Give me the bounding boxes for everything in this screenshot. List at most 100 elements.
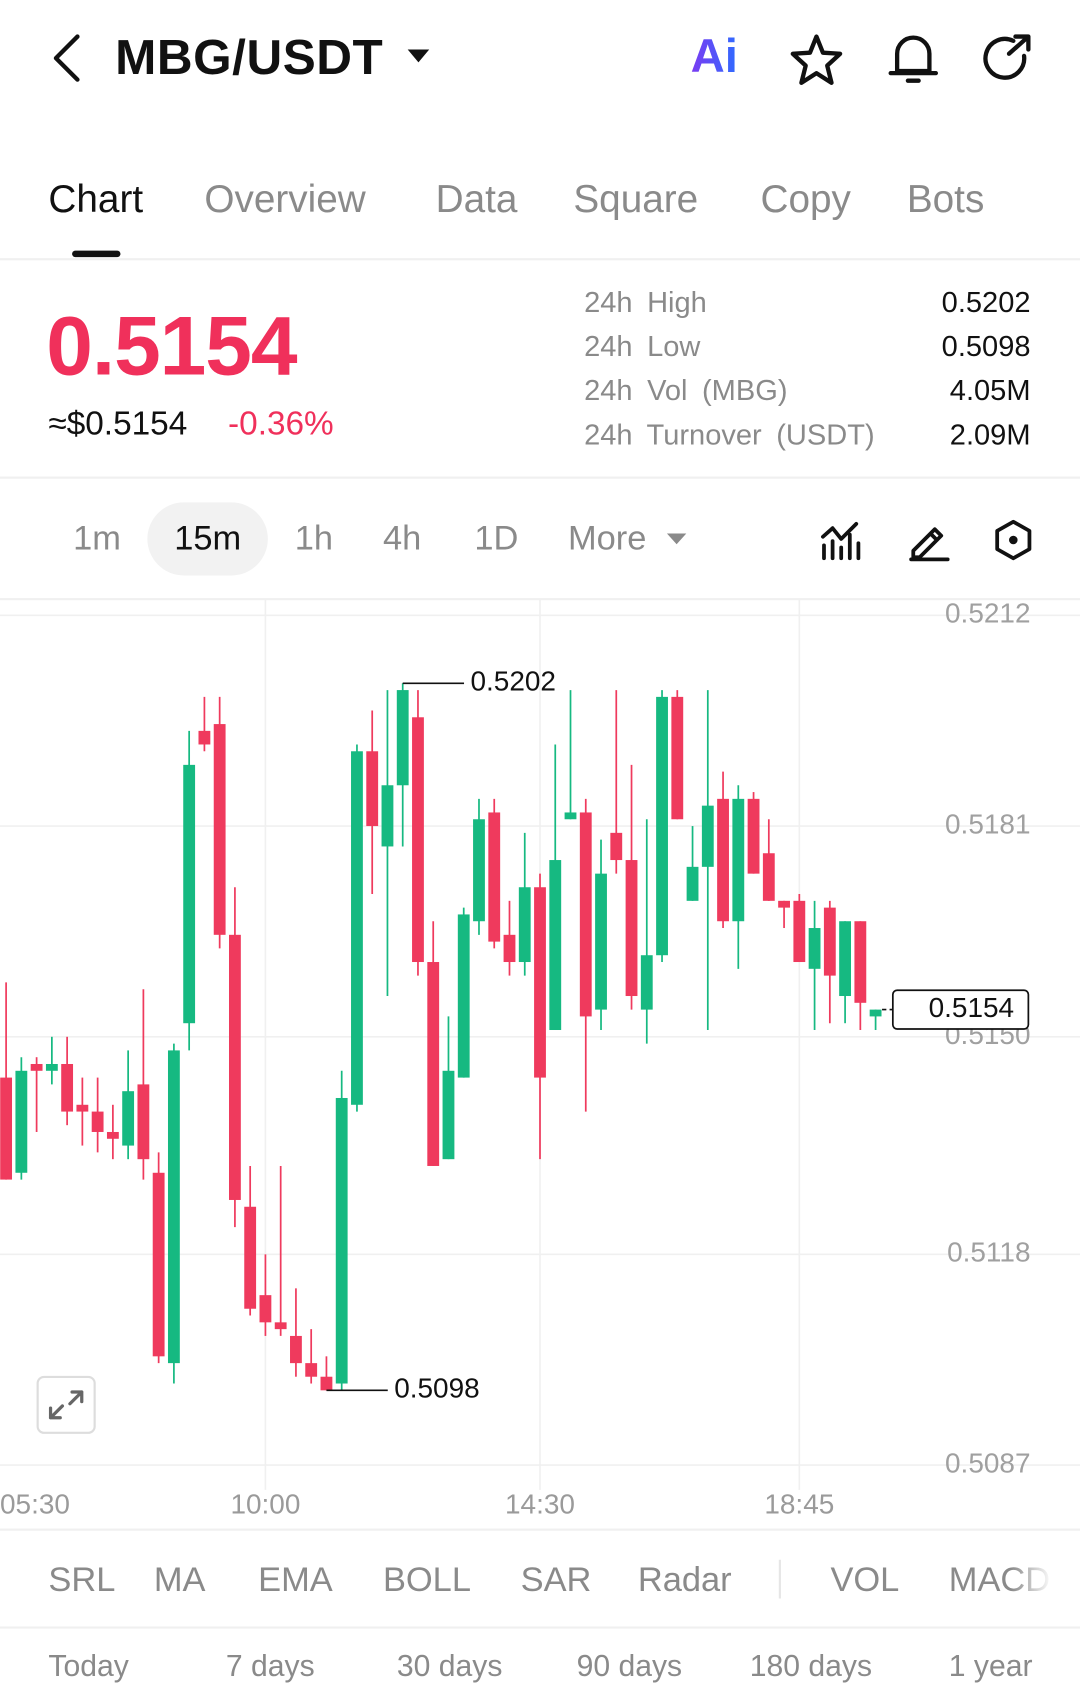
candle-body <box>579 812 592 1017</box>
candle-body <box>564 812 577 820</box>
candle-body <box>290 1335 302 1364</box>
expand-icon <box>48 1390 84 1420</box>
draw-button[interactable] <box>907 518 950 562</box>
timeframe[interactable]: 4h <box>382 518 422 558</box>
candle-body <box>396 690 409 786</box>
candle-body <box>137 1084 150 1160</box>
period-tab[interactable]: Today <box>48 1649 129 1683</box>
indicator-tab[interactable]: EMA <box>258 1559 333 1599</box>
tab[interactable]: Chart <box>48 176 144 221</box>
timeframe[interactable]: 1D <box>474 518 519 558</box>
candle-body <box>122 1091 135 1146</box>
y-tick-label: 0.5087 <box>945 1447 1031 1478</box>
last-price: 0.5154 <box>46 297 297 393</box>
period-tab[interactable]: 7 days <box>225 1649 315 1683</box>
divider <box>0 1528 1080 1531</box>
candle-body <box>213 724 226 935</box>
x-tick-label: 10:00 <box>230 1488 300 1519</box>
favorite-button[interactable] <box>788 32 844 86</box>
candle-body <box>625 860 638 997</box>
indicator-button[interactable] <box>820 520 861 561</box>
tab[interactable]: Bots <box>906 176 985 221</box>
candle-body <box>747 798 760 874</box>
y-tick-label: 0.5118 <box>947 1237 1030 1268</box>
indicator-tab[interactable]: Radar <box>637 1559 732 1599</box>
candle-body <box>610 832 623 861</box>
period-tab[interactable]: 30 days <box>396 1649 503 1683</box>
candle-body <box>274 1322 287 1330</box>
last-price-label: 0.5154 <box>929 992 1015 1023</box>
candle-body <box>717 798 729 922</box>
stat-value: 4.05M <box>949 374 1031 407</box>
candle-body <box>595 873 607 1010</box>
candle-body <box>854 921 867 1003</box>
indicator-tab[interactable]: SRL <box>48 1559 116 1599</box>
tab[interactable]: Overview <box>204 176 366 221</box>
stat-value: 0.5098 <box>941 330 1031 363</box>
back-button[interactable] <box>47 32 84 84</box>
candle-body <box>106 1131 119 1139</box>
separator <box>778 1559 781 1599</box>
candle-body <box>671 696 684 820</box>
period-tab[interactable]: 1 year <box>948 1649 1033 1683</box>
pair-title[interactable]: MBG/USDT <box>115 29 384 85</box>
indicator-tab[interactable]: MACD <box>948 1559 1051 1599</box>
expand-button[interactable] <box>36 1375 96 1434</box>
annotation-label: 0.5098 <box>394 1373 479 1404</box>
candle-body <box>793 900 806 963</box>
indicator-tab[interactable]: BOLL <box>382 1559 471 1599</box>
candle-body <box>320 1376 333 1391</box>
candle-body <box>701 805 714 867</box>
y-tick-label: 0.5181 <box>945 808 1031 839</box>
indicator-tab[interactable]: MA <box>153 1559 206 1599</box>
candle-body <box>259 1295 272 1323</box>
candle-body <box>457 914 470 1078</box>
timeframe[interactable]: 1m <box>73 518 121 558</box>
stat-label: 24h Low <box>584 330 701 363</box>
settings-button[interactable] <box>992 518 1035 561</box>
candle-body <box>228 934 241 1200</box>
candle-body <box>412 717 424 963</box>
candle-body <box>61 1063 74 1112</box>
candle-body <box>808 928 821 969</box>
timeframe[interactable]: 15m <box>174 518 242 558</box>
timeframe[interactable]: 1h <box>294 518 334 558</box>
candle-body <box>518 887 531 963</box>
alert-button[interactable] <box>886 30 940 86</box>
candle-body <box>488 812 501 942</box>
candle-body <box>869 1009 882 1017</box>
stat-label: 24h High <box>584 286 707 319</box>
candle-body <box>351 751 363 1105</box>
tab[interactable]: Copy <box>760 176 851 221</box>
timeframe[interactable]: More <box>567 518 647 558</box>
y-tick-label: 0.5212 <box>945 599 1031 629</box>
period-tab[interactable]: 90 days <box>576 1649 683 1683</box>
candle-body <box>534 887 546 1078</box>
ai-button[interactable]: Ai <box>690 30 738 83</box>
tab[interactable]: Data <box>435 176 518 221</box>
more-dropdown[interactable] <box>666 531 688 546</box>
divider <box>0 476 1080 479</box>
timeframe-highlight <box>147 502 268 576</box>
candle-body <box>15 1070 28 1173</box>
candle-body <box>503 934 516 963</box>
tab[interactable]: Square <box>573 176 699 221</box>
candle-body <box>686 866 699 901</box>
indicator-tab[interactable]: VOL <box>830 1559 900 1599</box>
stat-value: 0.5202 <box>941 286 1031 319</box>
candle-body <box>30 1063 43 1071</box>
stat-value: 2.09M <box>949 418 1031 451</box>
period-tab[interactable]: 180 days <box>749 1649 873 1683</box>
candle-body <box>640 955 653 1010</box>
candle-body <box>305 1363 318 1377</box>
candle-body <box>198 730 211 745</box>
share-button[interactable] <box>981 32 1035 86</box>
indicator-tab[interactable]: SAR <box>520 1559 592 1599</box>
candle-body <box>167 1050 180 1364</box>
tab-indicator <box>72 250 121 258</box>
candle-body <box>427 962 440 1166</box>
candle-body <box>366 751 379 827</box>
pair-dropdown[interactable] <box>407 47 431 64</box>
candle-body <box>473 819 485 922</box>
candle-body <box>762 853 775 901</box>
